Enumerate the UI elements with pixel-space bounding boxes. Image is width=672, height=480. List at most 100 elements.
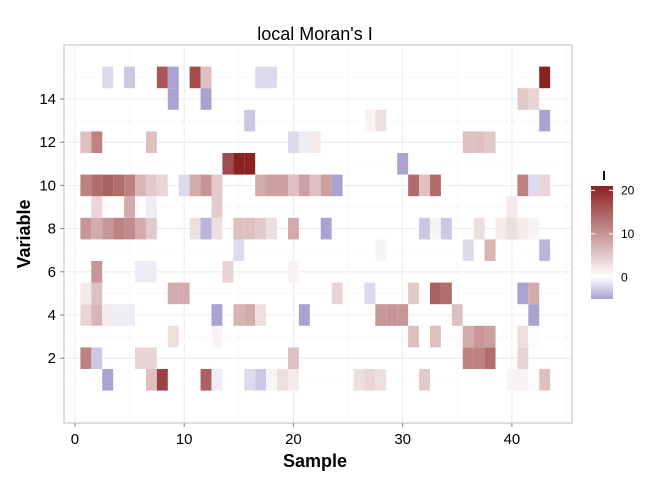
heatmap-cell bbox=[200, 66, 212, 89]
heatmap-cell bbox=[113, 174, 125, 197]
heatmap-cell bbox=[124, 304, 136, 326]
heatmap-cell bbox=[287, 174, 299, 197]
heatmap-cell bbox=[298, 174, 310, 197]
heatmap-cell bbox=[287, 131, 299, 153]
heatmap-cell bbox=[211, 196, 223, 218]
heatmap-cell bbox=[91, 174, 103, 197]
x-axis-label: Sample bbox=[283, 451, 347, 471]
heatmap-cell bbox=[255, 304, 267, 326]
heatmap-cell bbox=[91, 304, 103, 326]
heatmap-cell bbox=[255, 369, 267, 391]
heatmap-cell bbox=[528, 88, 540, 110]
heatmap-cell bbox=[266, 217, 278, 240]
heatmap-cell bbox=[309, 174, 321, 197]
heatmap-cell bbox=[102, 174, 114, 197]
heatmap-cell bbox=[429, 282, 441, 305]
heatmap-cell bbox=[309, 131, 321, 153]
heatmap-cell bbox=[222, 153, 234, 175]
heatmap-cell bbox=[419, 217, 430, 240]
heatmap-cell bbox=[145, 131, 157, 153]
heatmap-cell bbox=[375, 304, 387, 326]
heatmap-cell bbox=[189, 217, 201, 240]
heatmap-cell bbox=[298, 131, 310, 153]
heatmap-cell bbox=[135, 217, 146, 240]
heatmap-cell bbox=[440, 282, 452, 305]
heatmap-cell bbox=[80, 131, 92, 153]
color-legend: I 0 10 20 bbox=[591, 168, 635, 299]
heatmap-cell bbox=[124, 217, 136, 240]
heatmap-cell bbox=[124, 174, 136, 197]
heatmap-cell bbox=[397, 304, 409, 326]
heatmap-cell bbox=[364, 369, 376, 391]
legend-ticks: 0 10 20 bbox=[591, 183, 635, 284]
heatmap-cell bbox=[440, 217, 452, 240]
heatmap-cell bbox=[233, 304, 245, 326]
heatmap-cell bbox=[80, 217, 92, 240]
heatmap-cell bbox=[135, 174, 146, 197]
heatmap-cell bbox=[419, 174, 430, 197]
y-tick-label: 14 bbox=[39, 91, 56, 108]
heatmap-cell bbox=[320, 174, 332, 197]
heatmap-cell bbox=[331, 282, 343, 305]
heatmap-cell bbox=[287, 261, 299, 283]
heatmap-cell bbox=[397, 153, 409, 175]
heatmap-cell bbox=[255, 217, 267, 240]
heatmap-cell bbox=[364, 282, 376, 305]
heatmap-cell bbox=[320, 217, 332, 240]
heatmap-cell bbox=[91, 282, 103, 305]
heatmap-cell bbox=[167, 282, 179, 305]
heatmap-cell bbox=[473, 217, 485, 240]
heatmap-cell bbox=[102, 217, 114, 240]
y-axis-label: Variable bbox=[14, 199, 34, 268]
heatmap-cell bbox=[506, 217, 518, 240]
heatmap-cell bbox=[408, 325, 420, 348]
heatmap-cell bbox=[484, 239, 496, 261]
heatmap-cell bbox=[517, 325, 529, 348]
heatmap-cell bbox=[473, 347, 485, 369]
heatmap-cell bbox=[156, 66, 168, 89]
x-tick-label: 10 bbox=[176, 431, 193, 448]
heatmap-cell bbox=[266, 66, 278, 89]
heatmap-cell bbox=[211, 217, 223, 240]
heatmap-cell bbox=[495, 217, 507, 240]
heatmap-cell bbox=[135, 347, 146, 369]
y-tick-label: 8 bbox=[48, 221, 56, 238]
heatmap-cell bbox=[233, 239, 245, 261]
heatmap-cell bbox=[484, 347, 496, 369]
heatmap-cell bbox=[91, 217, 103, 240]
heatmap-cell bbox=[429, 325, 441, 348]
heatmap-cell bbox=[462, 239, 474, 261]
heatmap-cell bbox=[408, 282, 420, 305]
heatmap-cell bbox=[266, 174, 278, 197]
heatmap-cell bbox=[145, 217, 157, 240]
heatmap-cell bbox=[506, 196, 518, 218]
heatmap-cell bbox=[375, 239, 387, 261]
heatmap-cell bbox=[473, 325, 485, 348]
heatmap-cell bbox=[375, 369, 387, 391]
heatmap-cell bbox=[189, 174, 201, 197]
heatmap-cell bbox=[517, 174, 529, 197]
y-axis-ticks: 2 4 6 8 10 12 14 bbox=[39, 91, 64, 367]
heatmap-cell bbox=[506, 369, 518, 391]
chart-title: local Moran's I bbox=[257, 24, 372, 44]
heatmap-cell bbox=[539, 109, 551, 132]
x-axis-ticks: 0 10 20 30 40 bbox=[71, 423, 520, 448]
heatmap-cell bbox=[200, 217, 212, 240]
heatmap-cell bbox=[145, 196, 157, 218]
heatmap-cell bbox=[277, 174, 288, 197]
heatmap-cell bbox=[539, 369, 551, 391]
heatmap-cell bbox=[517, 282, 529, 305]
heatmap-cell bbox=[298, 304, 310, 326]
x-tick-label: 30 bbox=[394, 431, 411, 448]
heatmap-cell bbox=[244, 369, 256, 391]
heatmap-cell bbox=[167, 66, 179, 89]
heatmap-cell bbox=[113, 217, 125, 240]
heatmap-cell bbox=[277, 369, 288, 391]
y-tick-label: 6 bbox=[48, 264, 56, 281]
heatmap-cell bbox=[91, 261, 103, 283]
heatmap-cell bbox=[484, 325, 496, 348]
heatmap-cell bbox=[233, 217, 245, 240]
heatmap-cell bbox=[375, 109, 387, 132]
heatmap-cell bbox=[539, 66, 551, 89]
heatmap-cell bbox=[473, 131, 485, 153]
